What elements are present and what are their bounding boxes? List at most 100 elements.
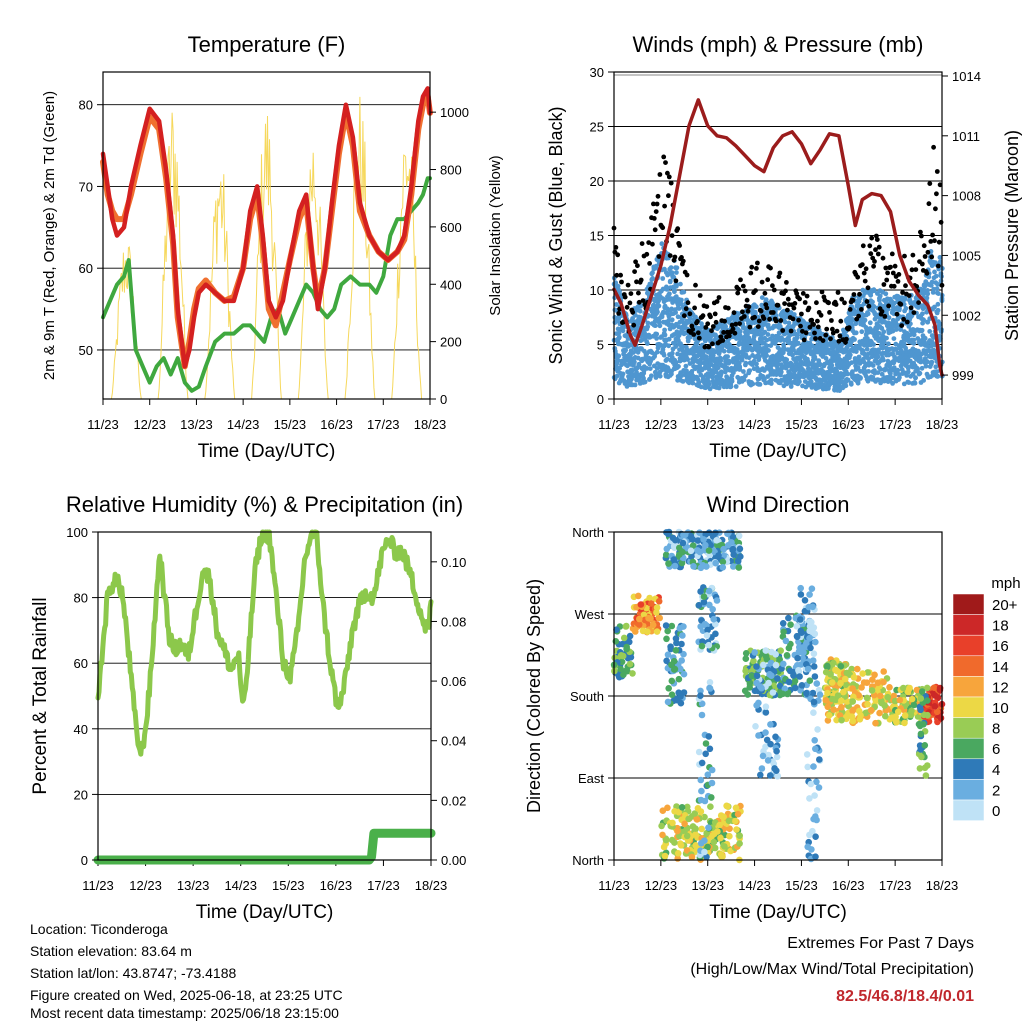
wind-point: [875, 370, 881, 375]
gust-point: [673, 278, 679, 284]
direction-point: [653, 604, 661, 611]
direction-point: [864, 701, 871, 708]
colorbar-label: 16: [992, 638, 1009, 655]
y-axis-right-tick-label: 200: [440, 335, 462, 350]
gust-point: [634, 279, 639, 285]
wind-point: [878, 367, 884, 372]
colorbar-label: 14: [992, 659, 1009, 676]
y-axis-tick-label: 10: [590, 283, 604, 298]
wind-point: [934, 286, 940, 292]
direction-point: [886, 684, 893, 691]
direction-point: [922, 772, 930, 779]
gust-point: [721, 330, 726, 335]
direction-point: [632, 628, 639, 635]
direction-point: [668, 691, 676, 698]
wind-point: [812, 354, 818, 360]
gust-point: [700, 313, 706, 319]
direction-point: [803, 689, 810, 697]
direction-point: [704, 843, 711, 851]
wind-point: [919, 327, 925, 333]
gust-point: [811, 322, 816, 327]
direction-point: [725, 817, 733, 825]
direction-point: [707, 803, 714, 810]
colorbar-swatch: [952, 717, 985, 739]
gust-point: [926, 201, 932, 207]
direction-point: [813, 680, 821, 687]
direction-point: [759, 752, 767, 760]
gust-point: [916, 300, 921, 305]
direction-point: [726, 825, 733, 832]
wind-point: [685, 357, 691, 362]
series-direction: [610, 528, 946, 864]
direction-point: [735, 564, 743, 571]
direction-point: [629, 670, 636, 677]
wind-point: [936, 291, 941, 296]
direction-point: [871, 671, 878, 679]
direction-point: [736, 840, 743, 847]
gust-point: [746, 304, 752, 310]
wind-point: [653, 375, 659, 380]
gust-point: [681, 313, 687, 319]
direction-point: [662, 836, 670, 844]
direction-point: [791, 684, 799, 692]
wind-point: [673, 310, 678, 315]
wind-point: [906, 380, 912, 385]
direction-point: [833, 716, 840, 724]
wind-point: [903, 306, 909, 311]
direction-point: [681, 820, 688, 828]
gust-point: [706, 344, 712, 350]
wind-point: [856, 354, 862, 360]
gust-point: [714, 299, 720, 304]
direction-point: [613, 626, 620, 633]
gust-point: [633, 259, 638, 265]
x-tick-label: 17/23: [367, 878, 400, 893]
wind-point: [649, 373, 654, 379]
direction-point: [712, 630, 719, 638]
direction-point: [776, 656, 783, 663]
extremes-subtitle: (High/Low/Max Wind/Total Precipitation): [690, 961, 974, 978]
direction-point: [859, 670, 866, 677]
wind-point: [680, 379, 686, 384]
gust-point: [697, 293, 703, 298]
wind-point: [667, 278, 673, 284]
gust-point: [725, 305, 731, 311]
direction-point: [736, 545, 744, 553]
y-axis-tick-label: 50: [79, 343, 93, 358]
direction-point: [908, 707, 915, 715]
wind-point: [723, 324, 728, 329]
chart-title: Wind Direction: [706, 492, 849, 517]
wind-point: [855, 365, 861, 371]
direction-point: [878, 697, 885, 705]
wind-point: [722, 369, 728, 375]
wind-point: [881, 329, 887, 335]
direction-point: [679, 632, 686, 639]
gust-point: [820, 338, 826, 343]
gust-point: [927, 181, 933, 187]
direction-point: [868, 687, 876, 694]
direction-point: [635, 592, 642, 600]
wind-point: [883, 291, 889, 297]
gust-point: [801, 337, 807, 343]
x-axis-label: Time (Day/UTC): [709, 441, 847, 462]
direction-point: [923, 684, 931, 692]
direction-point: [877, 692, 884, 700]
gust-point: [687, 311, 693, 317]
gust-point: [838, 318, 844, 324]
gust-point: [632, 269, 637, 274]
wind-point: [661, 309, 666, 315]
plot-frame: [102, 71, 431, 400]
gust-point: [865, 285, 871, 291]
wind-point: [733, 384, 739, 389]
gust-point: [806, 305, 812, 311]
direction-point: [698, 711, 706, 719]
direction-point: [661, 852, 669, 860]
gust-point: [755, 260, 760, 266]
y-axis-right-tick-label: 0: [440, 392, 447, 407]
direction-point: [713, 597, 721, 604]
direction-point: [799, 644, 807, 651]
wind-point: [915, 336, 921, 341]
direction-point: [860, 679, 868, 686]
direction-point: [757, 771, 764, 779]
gust-point: [661, 154, 667, 160]
